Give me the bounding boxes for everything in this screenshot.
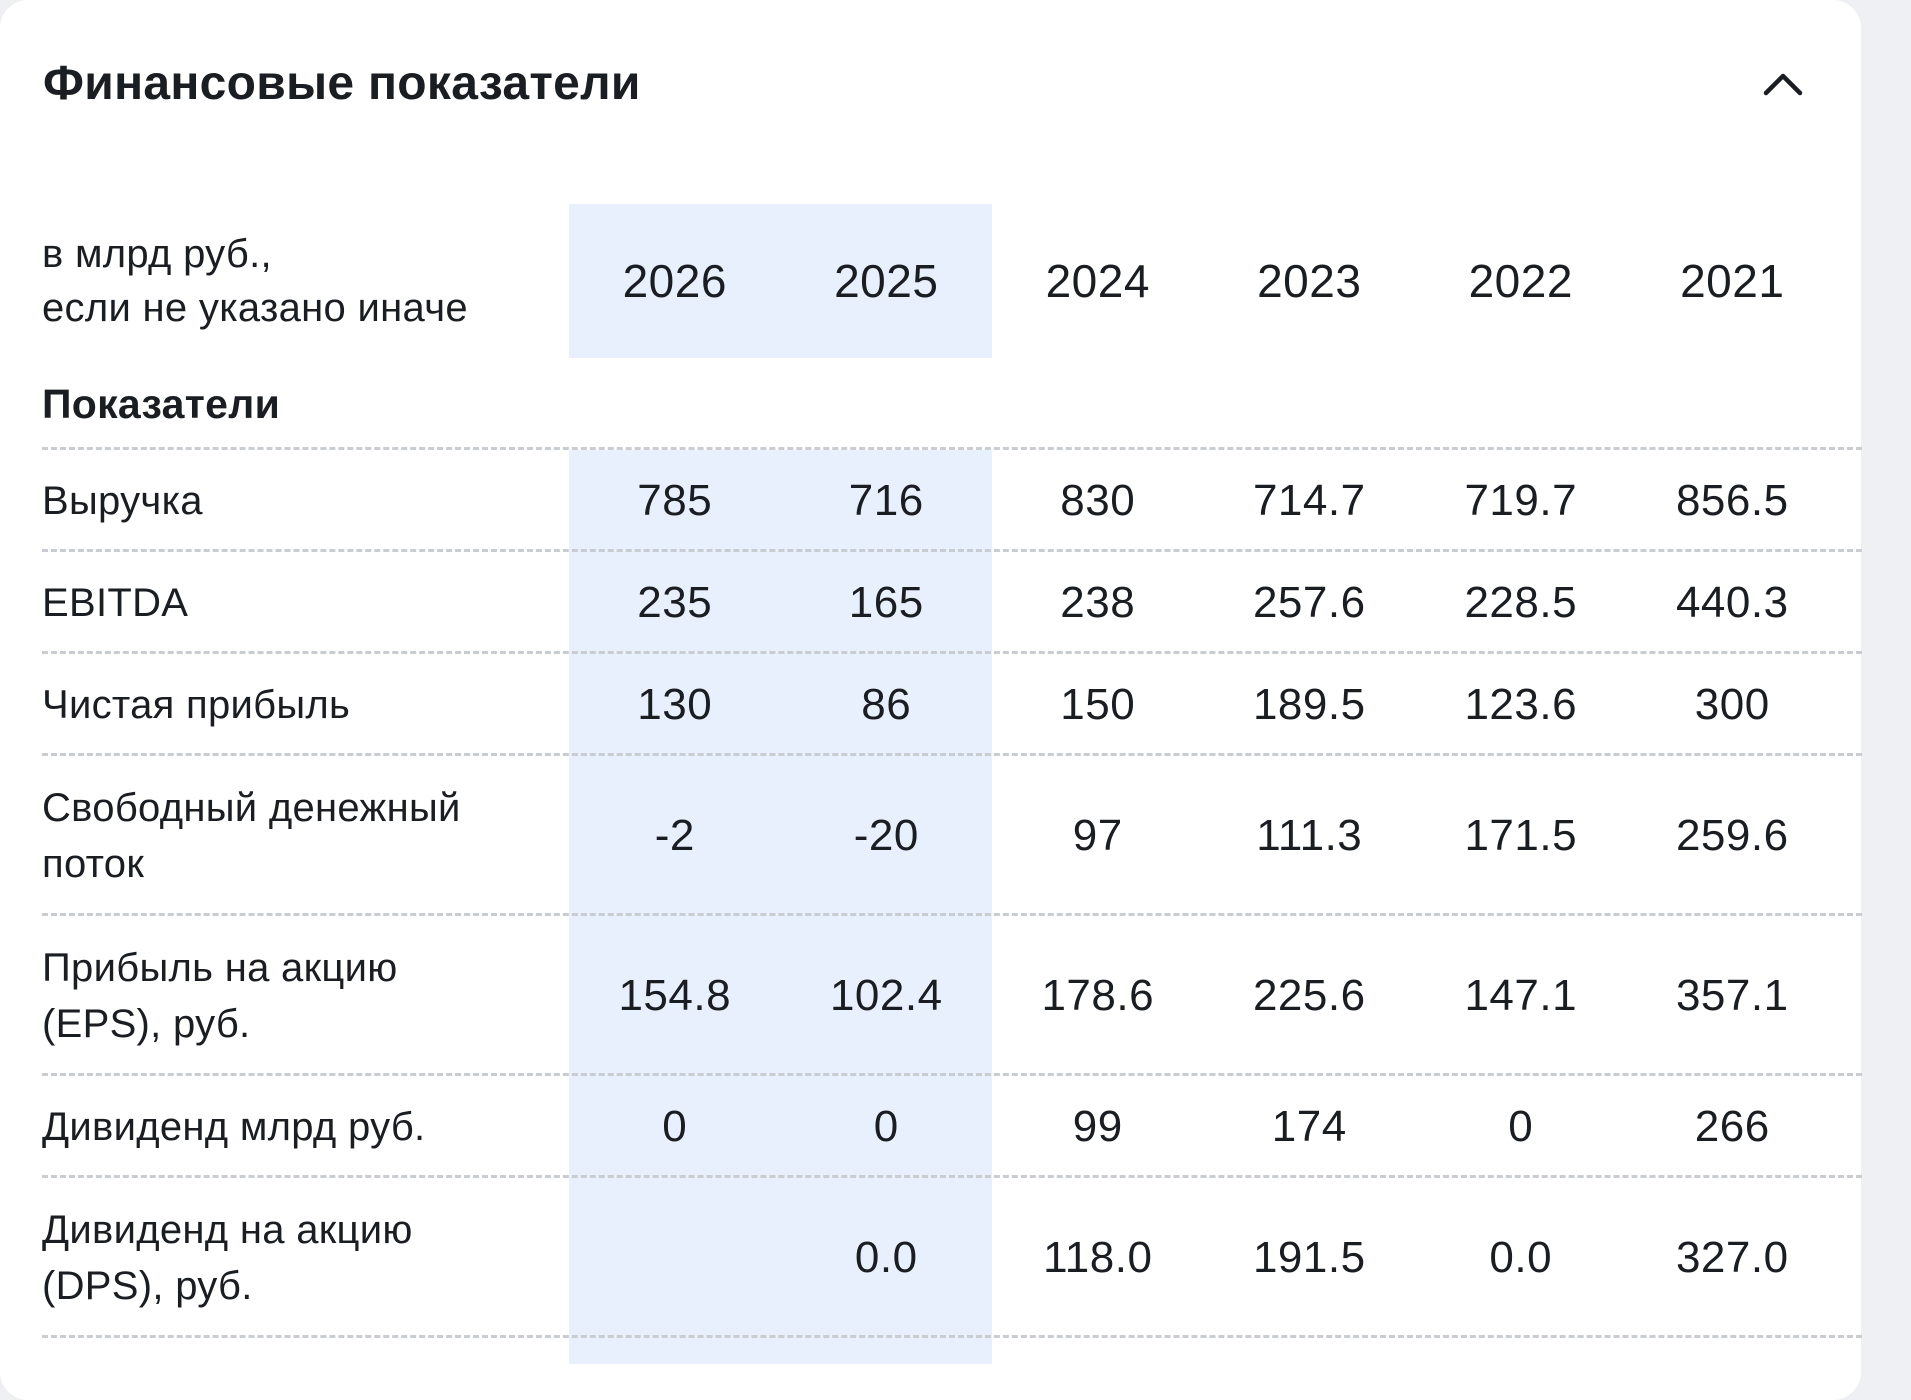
table-row: Чистая прибыль 130 86 150 189.5 123.6 30… [42,654,1862,756]
table-cell: 99 [1072,1102,1123,1151]
table-cell: 171.5 [1464,811,1578,860]
section-title: Показатели [42,381,281,427]
section-title-row: Показатели [42,358,1862,450]
table-cell: 118.0 [1043,1233,1153,1282]
table-row: Дивиденд млрд руб. 0 0 99 174 0 266 [42,1076,1862,1178]
table-cell: 235 [637,578,713,627]
unit-note-line-2: если не указано иначе [42,286,468,330]
table-cell: 716 [848,476,924,525]
card-title: Финансовые показатели [43,57,641,110]
row-label-eps: Прибыль на акцию (EPS), руб. [42,946,398,1046]
row-label-free-cash-flow: Свободный денежный поток [42,786,461,886]
table-cell: 178.6 [1041,971,1155,1020]
table-cell: 111.3 [1256,811,1363,860]
chevron-up-icon [1763,73,1803,96]
table-cell: 228.5 [1464,578,1578,627]
unit-note: в млрд руб., если не указано иначе [42,227,569,335]
table-cell: 440.3 [1675,578,1789,627]
table-cell: 165 [848,578,924,627]
table-row: Выручка 785 716 830 714.7 719.7 856.5 [42,450,1862,552]
table-cell: 238 [1060,578,1136,627]
table-cell: 856.5 [1675,476,1789,525]
table-cell: 300 [1694,680,1770,729]
year-header-2023: 2023 [1257,255,1362,307]
year-header-2021: 2021 [1680,255,1785,307]
unit-note-line-1: в млрд руб., [42,232,272,276]
table-cell: -2 [654,811,695,860]
table-cell: 0.0 [854,1233,918,1282]
table-row: EBITDA 235 165 238 257.6 228.5 440.3 [42,552,1862,654]
table-cell: 830 [1060,476,1136,525]
table-cell: 259.6 [1675,811,1789,860]
table-cell: 174 [1271,1102,1347,1151]
table-cell: 225.6 [1252,971,1366,1020]
table-cell: -20 [853,811,919,860]
table-cell: 719.7 [1464,476,1578,525]
row-label-ebitda: EBITDA [42,581,189,625]
table-cell: 327.0 [1675,1233,1789,1282]
table-cell: 0.0 [1489,1233,1553,1282]
table-cell: 154.8 [618,971,732,1020]
table-cell: 97 [1072,811,1123,860]
table-cell: 191.5 [1252,1233,1366,1282]
table-cell: 147.1 [1464,971,1578,1020]
table-row: Прибыль на акцию (EPS), руб. 154.8 102.4… [42,916,1862,1076]
year-header-2025: 2025 [834,255,939,307]
table-cell: 714.7 [1252,476,1366,525]
table-row: Дивиденд на акцию (DPS), руб. 0.0 118.0 … [42,1178,1862,1338]
table-cell: 0 [1508,1102,1534,1151]
card-header: Финансовые показатели [43,52,1809,116]
table-cell: 785 [637,476,713,525]
financial-indicators-card: Финансовые показатели в млрд руб., если … [0,0,1862,1400]
table-cell: 130 [637,680,713,729]
table-cell: 102.4 [829,971,943,1020]
table-cell: 357.1 [1675,971,1789,1020]
table-cell: 150 [1060,680,1136,729]
collapse-button[interactable] [1757,60,1809,108]
table-header-row: в млрд руб., если не указано иначе 2026 … [42,204,1862,358]
year-header-2022: 2022 [1468,255,1573,307]
table-cell: 86 [861,680,912,729]
year-header-2024: 2024 [1045,255,1150,307]
table-row: Свободный денежный поток -2 -20 97 111.3… [42,756,1862,916]
table-cell: 0 [873,1102,899,1151]
table-cell: 189.5 [1252,680,1366,729]
table-cell: 257.6 [1252,578,1366,627]
row-label-net-income: Чистая прибыль [42,683,351,727]
year-header-2026: 2026 [622,255,727,307]
table-cell: 266 [1694,1102,1770,1151]
table-cell: 123.6 [1464,680,1578,729]
row-label-revenue: Выручка [42,479,203,523]
row-label-dividend-total: Дивиденд млрд руб. [42,1105,426,1149]
row-label-dps: Дивиденд на акцию (DPS), руб. [42,1208,413,1308]
table-cell: 0 [662,1102,688,1151]
